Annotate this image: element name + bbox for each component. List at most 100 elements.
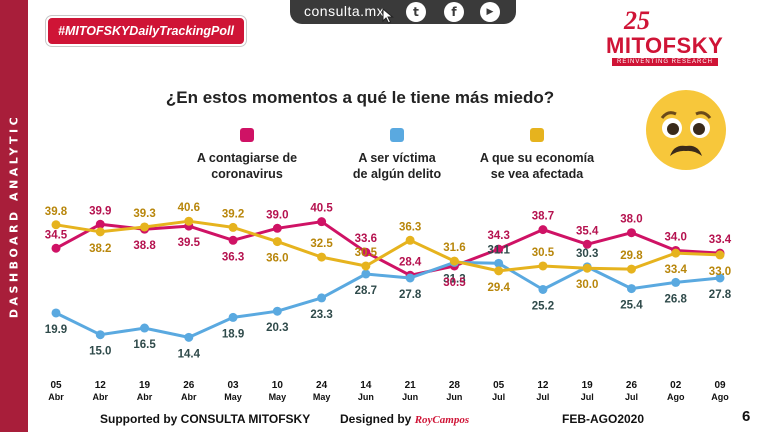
- series-line-delito: [55, 260, 721, 339]
- point-economia: [228, 222, 238, 232]
- logo-name: MITOFSKY: [606, 33, 724, 58]
- data-label-delito: 18.9: [222, 328, 244, 340]
- designer-signature: RoyCampos: [414, 414, 470, 426]
- data-label-delito: 16.5: [133, 339, 156, 351]
- data-label-delito: 20.3: [266, 322, 288, 334]
- point-economia: [494, 266, 504, 276]
- point-delito: [626, 284, 636, 294]
- designed-by-label: Designed by: [340, 412, 412, 426]
- site-link[interactable]: consulta.mx: [304, 3, 385, 19]
- x-tick-month: Jun: [358, 392, 374, 402]
- x-tick-day: 03: [228, 380, 240, 391]
- point-delito: [95, 330, 105, 340]
- point-contagio: [228, 235, 238, 245]
- point-contagio: [582, 239, 592, 249]
- point-contagio: [272, 223, 282, 233]
- series-line-economia: [55, 219, 721, 273]
- data-label-contagio: 28.4: [399, 256, 422, 268]
- point-delito: [671, 277, 681, 287]
- point-delito: [317, 293, 327, 303]
- legend-label-contagio: A contagiarse de coronavirus: [196, 151, 298, 181]
- legend-label-economia: A que su economía se vea afectada: [479, 151, 595, 181]
- worried-face-icon: [644, 88, 728, 172]
- x-tick-month: Abr: [137, 392, 153, 402]
- top-bar: consulta.mx t f ▶: [290, 0, 516, 24]
- point-economia: [361, 261, 371, 271]
- point-economia: [715, 250, 725, 260]
- hashtag-badge[interactable]: #MITOFSKYDailyTrackingPoll: [46, 16, 246, 46]
- x-tick-day: 12: [95, 380, 107, 391]
- point-delito: [361, 269, 371, 279]
- x-tick-month: Jul: [492, 392, 505, 402]
- data-label-delito: 27.8: [399, 289, 422, 301]
- data-label-economia: 29.4: [487, 282, 510, 294]
- point-delito: [494, 258, 504, 268]
- point-economia: [51, 220, 61, 230]
- point-delito: [51, 308, 61, 318]
- data-label-delito: 25.4: [620, 300, 643, 312]
- data-label-delito: 30.3: [576, 248, 598, 260]
- data-label-delito: 14.4: [178, 348, 201, 360]
- data-label-economia: 29.8: [620, 250, 643, 262]
- data-label-economia: 31.6: [443, 242, 465, 254]
- point-economia: [449, 256, 459, 266]
- data-label-contagio: 38.0: [620, 214, 642, 226]
- point-contagio: [51, 243, 61, 253]
- x-tick-month: Jul: [581, 392, 594, 402]
- x-tick-day: 28: [449, 380, 461, 391]
- x-tick-day: 26: [626, 380, 638, 391]
- point-economia: [184, 216, 194, 226]
- data-label-economia: 40.6: [178, 202, 200, 214]
- data-label-contagio: 36.3: [222, 251, 244, 263]
- legend-label-delito: A ser víctima de algún delito: [352, 151, 442, 181]
- facebook-icon[interactable]: f: [444, 2, 464, 22]
- point-economia: [671, 248, 681, 258]
- point-contagio: [494, 244, 504, 254]
- data-label-economia: 39.2: [222, 208, 244, 220]
- x-tick-day: 05: [493, 380, 505, 391]
- data-label-contagio: 38.7: [532, 211, 554, 223]
- page-number: 6: [742, 408, 751, 425]
- x-tick-day: 12: [537, 380, 549, 391]
- x-tick-day: 19: [139, 380, 151, 391]
- data-label-delito: 28.7: [355, 285, 377, 297]
- data-label-economia: 36.3: [399, 221, 421, 233]
- point-delito: [272, 306, 282, 316]
- logo-tagline: REINVENTING RESEARCH: [612, 58, 718, 66]
- x-tick-month: Abr: [181, 392, 197, 402]
- youtube-icon[interactable]: ▶: [480, 2, 500, 22]
- data-label-contagio: 33.6: [355, 233, 377, 245]
- legend-swatch-contagio: [240, 128, 254, 142]
- x-tick-month: Ago: [667, 392, 685, 402]
- point-contagio: [626, 228, 636, 238]
- legend-swatch-economia: [530, 128, 544, 142]
- x-tick-day: 02: [670, 380, 682, 391]
- point-economia: [538, 261, 548, 271]
- data-label-delito: 23.3: [310, 309, 332, 321]
- x-tick-month: Abr: [48, 392, 64, 402]
- x-tick-month: Jul: [536, 392, 549, 402]
- data-label-delito: 19.9: [45, 324, 67, 336]
- data-label-delito: 26.8: [665, 293, 688, 305]
- logo-anniversary: 25: [624, 6, 650, 35]
- series-line-contagio: [55, 220, 721, 277]
- x-tick-month: Jul: [625, 392, 638, 402]
- sidebar-strip: DASHBOARD ANALYTIC: [0, 0, 28, 432]
- data-label-contagio: 34.0: [665, 231, 687, 243]
- point-delito: [715, 273, 725, 283]
- point-economia: [626, 264, 636, 274]
- point-contagio: [361, 247, 371, 257]
- data-label-contagio: 30.5: [443, 277, 466, 289]
- legend-swatch-delito: [390, 128, 404, 142]
- x-tick-month: May: [224, 392, 242, 402]
- footer-supported: Supported by CONSULTA MITOFSKY: [100, 412, 311, 426]
- x-tick-day: 26: [183, 380, 195, 391]
- x-tick-day: 24: [316, 380, 328, 391]
- x-tick-day: 05: [50, 380, 62, 391]
- data-label-economia: 33.4: [665, 264, 688, 276]
- data-label-contagio: 34.5: [45, 229, 68, 241]
- data-label-economia: 32.5: [310, 238, 333, 250]
- data-label-contagio: 33.4: [709, 234, 732, 246]
- twitter-icon[interactable]: t: [406, 2, 426, 22]
- point-delito: [405, 273, 415, 283]
